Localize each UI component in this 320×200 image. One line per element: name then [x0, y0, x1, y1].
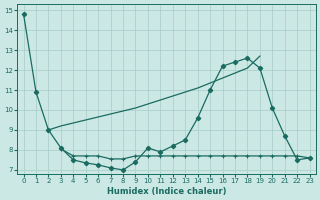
- X-axis label: Humidex (Indice chaleur): Humidex (Indice chaleur): [107, 187, 226, 196]
